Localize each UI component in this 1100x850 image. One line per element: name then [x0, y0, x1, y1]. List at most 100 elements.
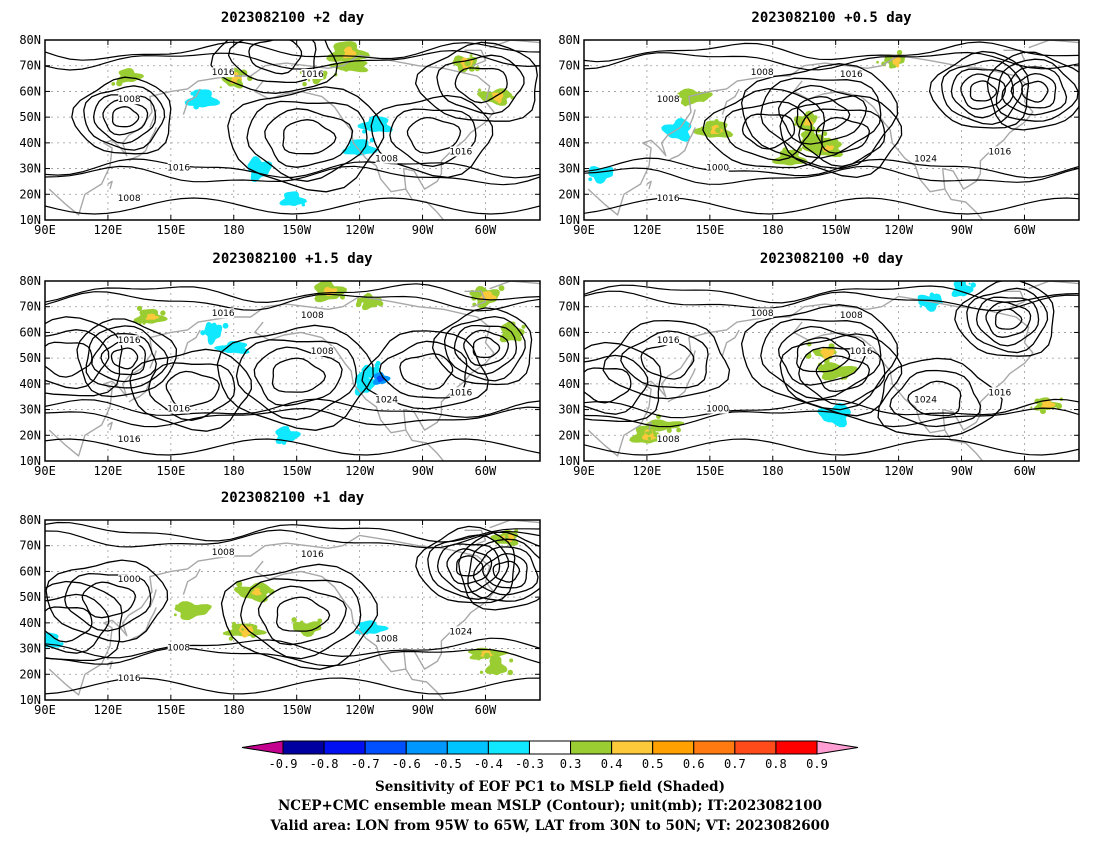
positive-sensitivity-speck	[299, 620, 304, 625]
positive-sensitivity-speck	[173, 613, 177, 617]
lat-tick-label: 20N	[19, 428, 41, 442]
mslp-contour	[45, 398, 540, 418]
contour-label: 1016	[118, 435, 141, 445]
mslp-contour	[453, 324, 518, 375]
contour-label: 1008	[657, 95, 680, 105]
mslp-contour	[436, 54, 525, 115]
negative-sensitivity-speck	[374, 362, 380, 368]
contour-label: 1008	[840, 311, 863, 321]
contour-label-bg	[657, 335, 680, 346]
mslp-contour	[414, 41, 538, 122]
colorbar-box	[487, 740, 530, 755]
negative-sensitivity-speck	[193, 103, 200, 110]
lon-tick-label: 90W	[412, 223, 434, 237]
positive-sensitivity-speck	[813, 115, 818, 120]
positive-sensitivity-speck	[838, 367, 842, 370]
lat-tick-label: 20N	[19, 667, 41, 681]
positive-sensitivity-speck	[521, 324, 526, 329]
mslp-contour	[1010, 72, 1057, 109]
negative-sensitivity-speck	[257, 163, 263, 169]
mslp-contour	[45, 593, 110, 654]
lat-tick-label: 70N	[558, 59, 580, 73]
lat-tick-label: 80N	[19, 513, 41, 527]
contour-label-bg	[311, 346, 334, 356]
contour-label: 1016	[118, 674, 141, 684]
positive-sensitivity-core	[1040, 399, 1056, 409]
contour-label: 1024	[375, 396, 398, 406]
positive-sensitivity-speck	[498, 285, 505, 292]
lat-tick-label: 10N	[558, 213, 580, 227]
mslp-contour	[640, 342, 695, 380]
mslp-contour	[954, 281, 1055, 357]
mslp-contour	[406, 116, 462, 154]
positive-sensitivity-speck	[241, 627, 245, 631]
negative-sensitivity-speck	[190, 91, 195, 96]
contour-label-bg	[212, 67, 235, 78]
coastline	[48, 54, 495, 220]
mslp-contour	[227, 40, 317, 84]
mslp-contour	[45, 606, 93, 643]
mslp-contour	[220, 563, 379, 670]
contour-label: 1016	[988, 147, 1011, 157]
contour-label: 1016	[449, 388, 472, 398]
panel-title: 2023082100 +0.5 day	[751, 10, 912, 26]
positive-sensitivity-speck	[111, 82, 116, 86]
positive-sensitivity-patch	[485, 656, 508, 676]
positive-sensitivity-speck	[504, 535, 509, 540]
negative-sensitivity-speck	[965, 288, 970, 293]
colorbar-label: -0.9	[269, 757, 298, 771]
colorbar-label: 0.4	[601, 757, 623, 771]
contour-label: 1016	[850, 347, 873, 357]
contour-label: 1016	[988, 388, 1011, 398]
positive-sensitivity-speck	[160, 310, 166, 316]
positive-sensitivity-speck	[710, 134, 713, 138]
mslp-contour	[779, 94, 903, 179]
map-area: 1016 1008 1016 1016 1024 1016 1016 1008	[45, 281, 540, 461]
positive-sensitivity-speck	[175, 604, 179, 608]
positive-sensitivity-patch	[174, 601, 212, 621]
positive-sensitivity-speck	[464, 60, 471, 67]
lat-tick-label: 40N	[558, 136, 580, 150]
mslp-contour	[45, 529, 540, 549]
lon-tick-label: 150W	[821, 464, 851, 478]
positive-sensitivity-speck	[320, 285, 324, 289]
contour-label-bg	[914, 394, 937, 405]
contour-label-bg	[118, 673, 141, 684]
colorbar-box	[734, 740, 777, 755]
contour-label-bg	[751, 67, 774, 78]
negative-sensitivity-patch	[204, 321, 223, 346]
colorbar-label: -0.6	[392, 757, 421, 771]
positive-sensitivity-speck	[516, 336, 522, 342]
positive-sensitivity-speck	[254, 597, 259, 601]
negative-sensitivity-speck	[827, 419, 831, 423]
mslp-contour	[85, 325, 169, 389]
positive-sensitivity-core	[145, 313, 160, 320]
lon-tick-label: 90E	[34, 223, 56, 237]
negative-sensitivity-speck	[970, 282, 976, 288]
lat-tick-label: 30N	[19, 642, 41, 656]
positive-sensitivity-speck	[459, 56, 463, 60]
mslp-contour	[723, 100, 812, 161]
lat-tick-label: 10N	[19, 693, 41, 707]
contour-label: 1008	[118, 95, 141, 105]
positive-sensitivity-speck	[340, 50, 345, 56]
mslp-contour	[472, 336, 501, 359]
coastline	[1028, 281, 1079, 290]
mslp-contour	[482, 552, 528, 589]
negative-sensitivity-speck	[363, 628, 367, 632]
mslp-contour	[45, 406, 540, 428]
lat-tick-label: 40N	[19, 136, 41, 150]
positive-sensitivity-speck	[478, 88, 482, 92]
positive-sensitivity-speck	[500, 651, 503, 655]
colorbar-label: 0.3	[560, 757, 582, 771]
mslp-contour	[584, 290, 1079, 312]
coastline	[646, 180, 652, 190]
positive-sensitivity-speck	[497, 660, 501, 664]
positive-sensitivity-speck	[291, 617, 297, 623]
positive-sensitivity-speck	[714, 119, 719, 124]
positive-sensitivity-speck	[317, 618, 323, 624]
positive-sensitivity-speck	[647, 436, 652, 441]
contour-label-bg	[449, 626, 472, 637]
contour-label-bg	[657, 94, 680, 105]
